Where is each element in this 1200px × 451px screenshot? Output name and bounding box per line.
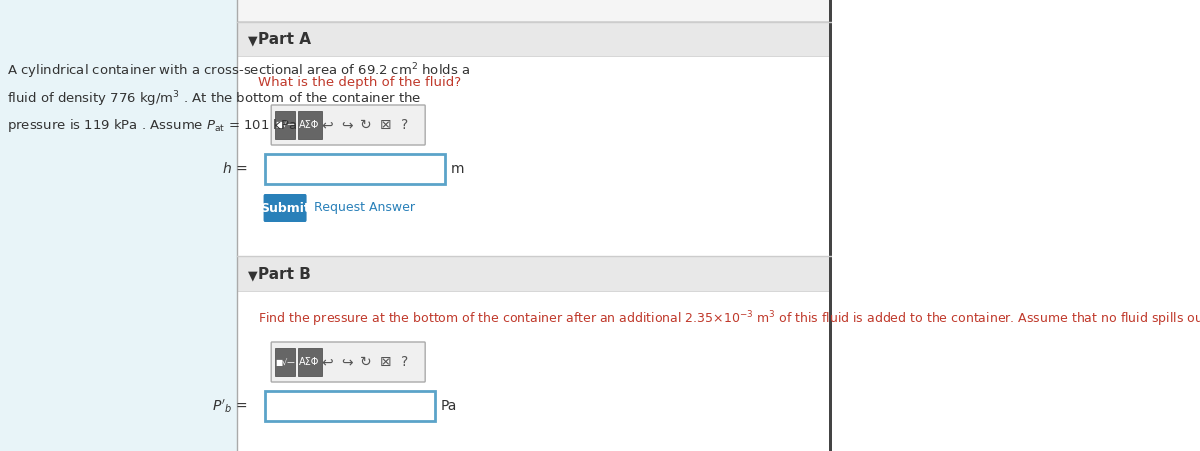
Text: ■√—: ■√— <box>275 120 295 129</box>
Bar <box>238 0 833 451</box>
Text: ↩: ↩ <box>322 355 334 369</box>
Bar <box>829 0 833 451</box>
Text: fluid of density 776 kg/m$^3$ . At the bottom of the container the: fluid of density 776 kg/m$^3$ . At the b… <box>7 89 421 109</box>
Text: Request Answer: Request Answer <box>313 202 414 215</box>
Text: pressure is 119 kPa . Assume $P_\mathrm{at}$ = 101 kPa: pressure is 119 kPa . Assume $P_\mathrm{… <box>7 117 298 134</box>
Text: ⊠: ⊠ <box>380 118 391 132</box>
Text: ▼: ▼ <box>247 34 257 47</box>
Bar <box>275 111 295 139</box>
Bar <box>265 391 434 421</box>
Text: ■√—: ■√— <box>275 358 295 367</box>
Text: Submit: Submit <box>260 202 310 215</box>
Text: Part A: Part A <box>258 32 311 47</box>
Text: h =: h = <box>223 162 247 176</box>
FancyBboxPatch shape <box>271 105 425 145</box>
Text: Find the pressure at the bottom of the container after an additional 2.35×10$^{-: Find the pressure at the bottom of the c… <box>258 309 1200 329</box>
Text: $P'_b$ =: $P'_b$ = <box>212 397 247 415</box>
Bar <box>0 0 238 451</box>
Text: ΑΣΦ: ΑΣΦ <box>299 357 319 367</box>
Text: Part B: Part B <box>258 267 311 282</box>
Text: What is the depth of the fluid?: What is the depth of the fluid? <box>258 76 461 89</box>
Bar <box>238 291 833 451</box>
Text: A cylindrical container with a cross-sectional area of 69.2 cm$^2$ holds a: A cylindrical container with a cross-sec… <box>7 61 470 81</box>
Text: ▼: ▼ <box>247 269 257 282</box>
Text: ⊠: ⊠ <box>380 355 391 369</box>
Text: ↻: ↻ <box>360 118 372 132</box>
Text: Pa: Pa <box>440 399 457 413</box>
Bar <box>238 56 833 256</box>
FancyBboxPatch shape <box>271 342 425 382</box>
Bar <box>238 256 833 291</box>
FancyBboxPatch shape <box>264 194 306 222</box>
Bar <box>265 154 445 184</box>
Text: ↻: ↻ <box>360 355 372 369</box>
Bar <box>298 348 322 376</box>
Text: m: m <box>451 162 464 176</box>
Text: ΑΣΦ: ΑΣΦ <box>299 120 319 130</box>
Text: ↪: ↪ <box>341 118 353 132</box>
Text: ?: ? <box>402 118 409 132</box>
Bar <box>298 111 322 139</box>
Text: ↪: ↪ <box>341 355 353 369</box>
Bar <box>275 348 295 376</box>
Text: ↩: ↩ <box>322 118 334 132</box>
Text: ?: ? <box>402 355 409 369</box>
Bar <box>238 21 833 56</box>
